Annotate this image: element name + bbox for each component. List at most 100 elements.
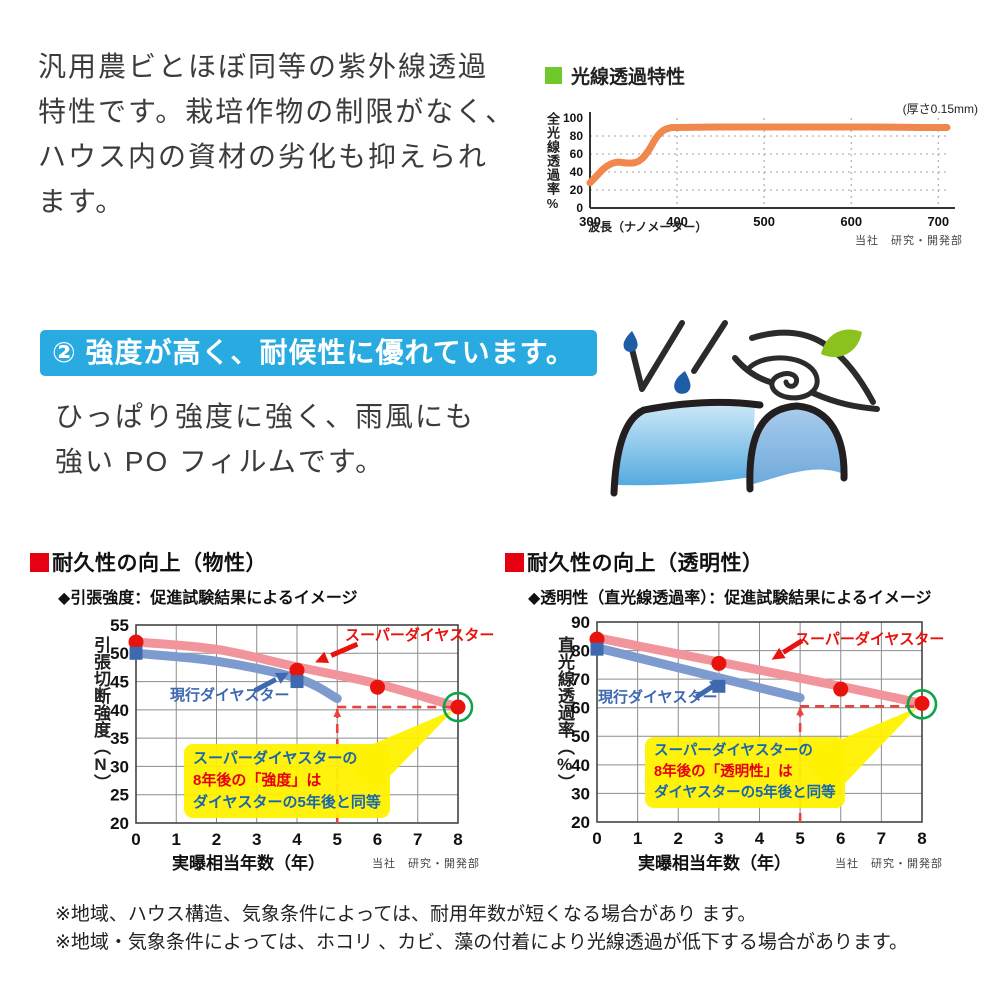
svg-text:90: 90 (571, 613, 590, 632)
footnote-line: ※地域・気象条件によっては、ホコリ 、カビ、藻の付着により光線透過が低下する場合… (55, 932, 909, 953)
rain-drop-icon (674, 371, 691, 394)
callout-line: ダイヤスターの5年後と同等 (193, 794, 381, 811)
svg-text:5: 5 (333, 830, 342, 849)
intro-line: 汎用農ビとほぼ同等の紫外線透過 (38, 51, 489, 82)
svg-text:7: 7 (413, 830, 422, 849)
svg-text:0: 0 (592, 829, 601, 848)
intro-line: ハウス内の資材の劣化も抑えられ (38, 141, 489, 172)
durability-clarity-attribution: 当社 研究・開発部 (835, 858, 943, 870)
durability-physical-attribution: 当社 研究・開発部 (372, 858, 480, 870)
svg-text:60: 60 (570, 147, 584, 161)
physical-callout: スーパーダイヤスターの 8年後の「強度」は ダイヤスターの5年後と同等 (184, 744, 390, 818)
svg-text:2: 2 (674, 829, 683, 848)
svg-text:1: 1 (172, 830, 181, 849)
light-chart-ylabel: 全光線透過率% (545, 112, 560, 212)
svg-text:7: 7 (877, 829, 886, 848)
durability-clarity-subtitle: ◆透明性（直光線透過率）：促進試験結果によるイメージ (528, 590, 932, 607)
svg-text:700: 700 (927, 214, 949, 229)
greenhouse-body (617, 403, 755, 486)
svg-text:50: 50 (571, 727, 590, 746)
intro-paragraph: 汎用農ビとほぼ同等の紫外線透過 特性です。栽培作物の制限がなく、 ハウス内の資材… (38, 44, 515, 224)
svg-text:300: 300 (579, 214, 601, 229)
svg-text:8: 8 (453, 830, 462, 849)
svg-text:30: 30 (110, 757, 129, 776)
svg-text:20: 20 (570, 183, 584, 197)
greenhouse-front (749, 407, 842, 485)
footnote-line: ※地域、ハウス構造、気象条件によっては、耐用年数が短くなる場合があり ます。 (55, 904, 757, 925)
durability-clarity-ylabel: 直光線透過率（%） (555, 636, 574, 791)
light-chart-title-text: 光線透過特性 (571, 67, 686, 88)
durability-physical-subtitle: ◆引張強度：促進試験結果によるイメージ (58, 590, 358, 607)
greenhouse-weather-illustration (610, 320, 880, 497)
svg-text:8: 8 (917, 829, 926, 848)
thickness-note: (厚さ0.15mm) (902, 102, 978, 116)
svg-text:20: 20 (110, 814, 129, 833)
green-bullet-square (545, 67, 562, 84)
svg-text:3: 3 (252, 830, 261, 849)
feature-paragraph: ひっぱり強度に強く、雨風にも 強い PO フィルムです。 (55, 394, 475, 484)
durability-physical-ylabel: 引張切断強度（N） (91, 636, 110, 791)
svg-text:600: 600 (840, 214, 862, 229)
svg-text:400: 400 (666, 214, 688, 229)
svg-text:4: 4 (292, 830, 302, 849)
intro-line: ます。 (38, 186, 126, 217)
svg-text:35: 35 (110, 729, 129, 748)
svg-text:70: 70 (571, 670, 590, 689)
durability-clarity-title: 耐久性の向上（透明性） (505, 547, 764, 577)
svg-text:6: 6 (836, 829, 845, 848)
wind-swirl-icon (749, 329, 876, 405)
rain-streak-icon (628, 320, 685, 392)
svg-text:20: 20 (571, 813, 590, 832)
callout-line: ダイヤスターの5年後と同等 (654, 785, 836, 801)
footnotes: ※地域、ハウス構造、気象条件によっては、耐用年数が短くなる場合があり ます。 ※… (55, 901, 908, 957)
svg-text:2: 2 (212, 830, 221, 849)
feature-banner: ② 強度が高く、耐候性に優れています。 (40, 330, 597, 376)
durability-physical-title-text: 耐久性の向上（物性） (52, 552, 267, 575)
light-chart-title: 光線透過特性 (545, 62, 685, 89)
svg-text:60: 60 (571, 699, 590, 718)
feature-line: 強い PO フィルムです。 (55, 446, 386, 477)
svg-text:3: 3 (714, 829, 723, 848)
durability-physical-xlabel: 実曝相当年数（年） (172, 854, 325, 873)
svg-text:6: 6 (373, 830, 382, 849)
svg-text:40: 40 (570, 165, 584, 179)
svg-text:80: 80 (571, 642, 590, 661)
svg-text:40: 40 (110, 701, 129, 720)
wind-swirl-icon (747, 355, 820, 401)
wind-swirl-icon (732, 355, 773, 385)
intro-line: 特性です。栽培作物の制限がなく、 (38, 96, 516, 127)
callout-line: スーパーダイヤスターの (193, 750, 358, 767)
light-chart-plot: 300 400 500 600 700 0 20 40 60 80 100 (563, 111, 955, 229)
callout-line: 8年後の「強度」は (193, 772, 322, 789)
svg-text:40: 40 (571, 756, 590, 775)
svg-text:4: 4 (755, 829, 765, 848)
callout-line: スーパーダイヤスターの (654, 743, 813, 759)
durability-clarity-xlabel: 実曝相当年数（年） (638, 854, 791, 873)
durability-clarity-title-text: 耐久性の向上（透明性） (527, 552, 764, 575)
svg-text:45: 45 (110, 673, 129, 692)
svg-text:0: 0 (576, 201, 583, 215)
callout-line: 8年後の「透明性」は (654, 764, 793, 780)
super-diastar-label: スーパーダイヤスター (345, 627, 495, 644)
greenhouse-body-outline (610, 398, 764, 497)
current-diastar-label: 現行ダイヤスター (598, 689, 718, 706)
svg-text:25: 25 (110, 786, 129, 805)
red-bullet-square (505, 553, 524, 572)
light-chart-attribution: 当社 研究・開発部 (855, 235, 963, 247)
current-diastar-label: 現行ダイヤスター (170, 687, 290, 704)
red-bullet-square (30, 553, 49, 572)
greenhouse-front-outline (746, 402, 848, 493)
clarity-callout: スーパーダイヤスターの 8年後の「透明性」は ダイヤスターの5年後と同等 (645, 737, 845, 808)
super-diastar-label: スーパーダイヤスター (795, 631, 945, 648)
durability-physical-title: 耐久性の向上（物性） (30, 547, 267, 577)
leaf-icon (821, 329, 862, 358)
rain-drop-icon (623, 331, 638, 352)
svg-text:30: 30 (571, 784, 590, 803)
rain-streak-icon (691, 320, 728, 374)
light-chart-xlabel: 波長（ナノメーター） (588, 220, 708, 234)
svg-text:80: 80 (570, 129, 584, 143)
svg-text:1: 1 (633, 829, 642, 848)
svg-text:5: 5 (795, 829, 804, 848)
feature-line: ひっぱり強度に強く、雨風にも (55, 401, 476, 432)
